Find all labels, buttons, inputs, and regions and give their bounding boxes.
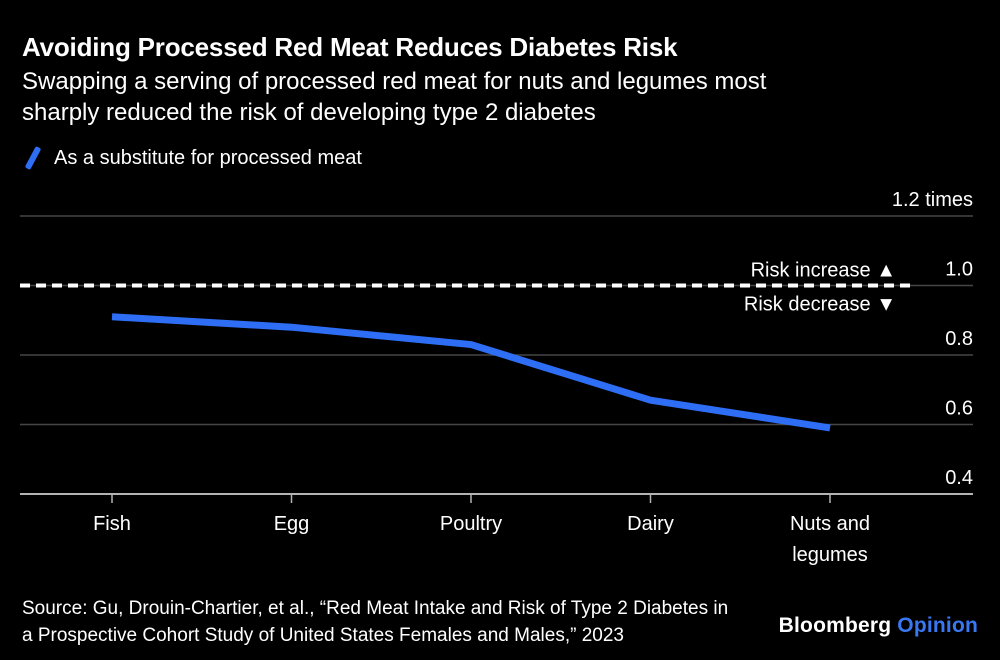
chart-subtitle-line-2: sharply reduced the risk of developing t… <box>22 99 596 126</box>
source-line-2: a Prospective Cohort Study of United Sta… <box>22 625 624 646</box>
annotation-risk-increase: Risk increase ▲ <box>751 260 896 282</box>
logo-opinion-text: Opinion <box>897 614 978 637</box>
annotation-risk-decrease: Risk decrease ▼ <box>744 294 896 316</box>
line-chart-canvas: 1.2 times 1.0 0.8 0.6 0.4 Risk increase ▲ Risk… <box>20 189 973 566</box>
y-axis-tick-label: 1.2 times <box>892 189 973 211</box>
x-axis-category-label: Poultry <box>440 513 502 535</box>
chart-subtitle: Swapping a serving of processed red meat… <box>22 66 972 128</box>
source-note: Source: Gu, Drouin-Chartier, et al., “Re… <box>22 595 822 649</box>
y-axis-tick-label: 0.4 <box>945 467 973 489</box>
chart-title: Avoiding Processed Red Meat Reduces Diab… <box>22 32 678 62</box>
data-line <box>111 313 831 432</box>
chart-subtitle-line-1: Swapping a serving of processed red meat… <box>22 68 767 95</box>
bloomberg-opinion-logo: Bloomberg Opinion <box>779 614 978 638</box>
source-line-1: Source: Gu, Drouin-Chartier, et al., “Re… <box>22 598 729 619</box>
legend-label: As a substitute for processed meat <box>54 146 362 169</box>
y-axis-tick-label: 1.0 <box>945 259 973 281</box>
x-axis-category-label: Egg <box>274 513 310 535</box>
y-axis-tick-label: 0.8 <box>945 328 973 350</box>
legend-slash-icon <box>22 144 44 172</box>
x-axis-category-label: Nuts and legumes <box>790 513 870 566</box>
y-axis-tick-label: 0.6 <box>945 398 973 420</box>
blue-slash-marker <box>24 145 42 171</box>
legend: As a substitute for processed meat <box>22 144 362 172</box>
logo-bloomberg-text: Bloomberg <box>778 614 892 637</box>
x-axis-category-label: Fish <box>93 513 131 535</box>
x-axis-category-label: Dairy <box>627 513 674 535</box>
